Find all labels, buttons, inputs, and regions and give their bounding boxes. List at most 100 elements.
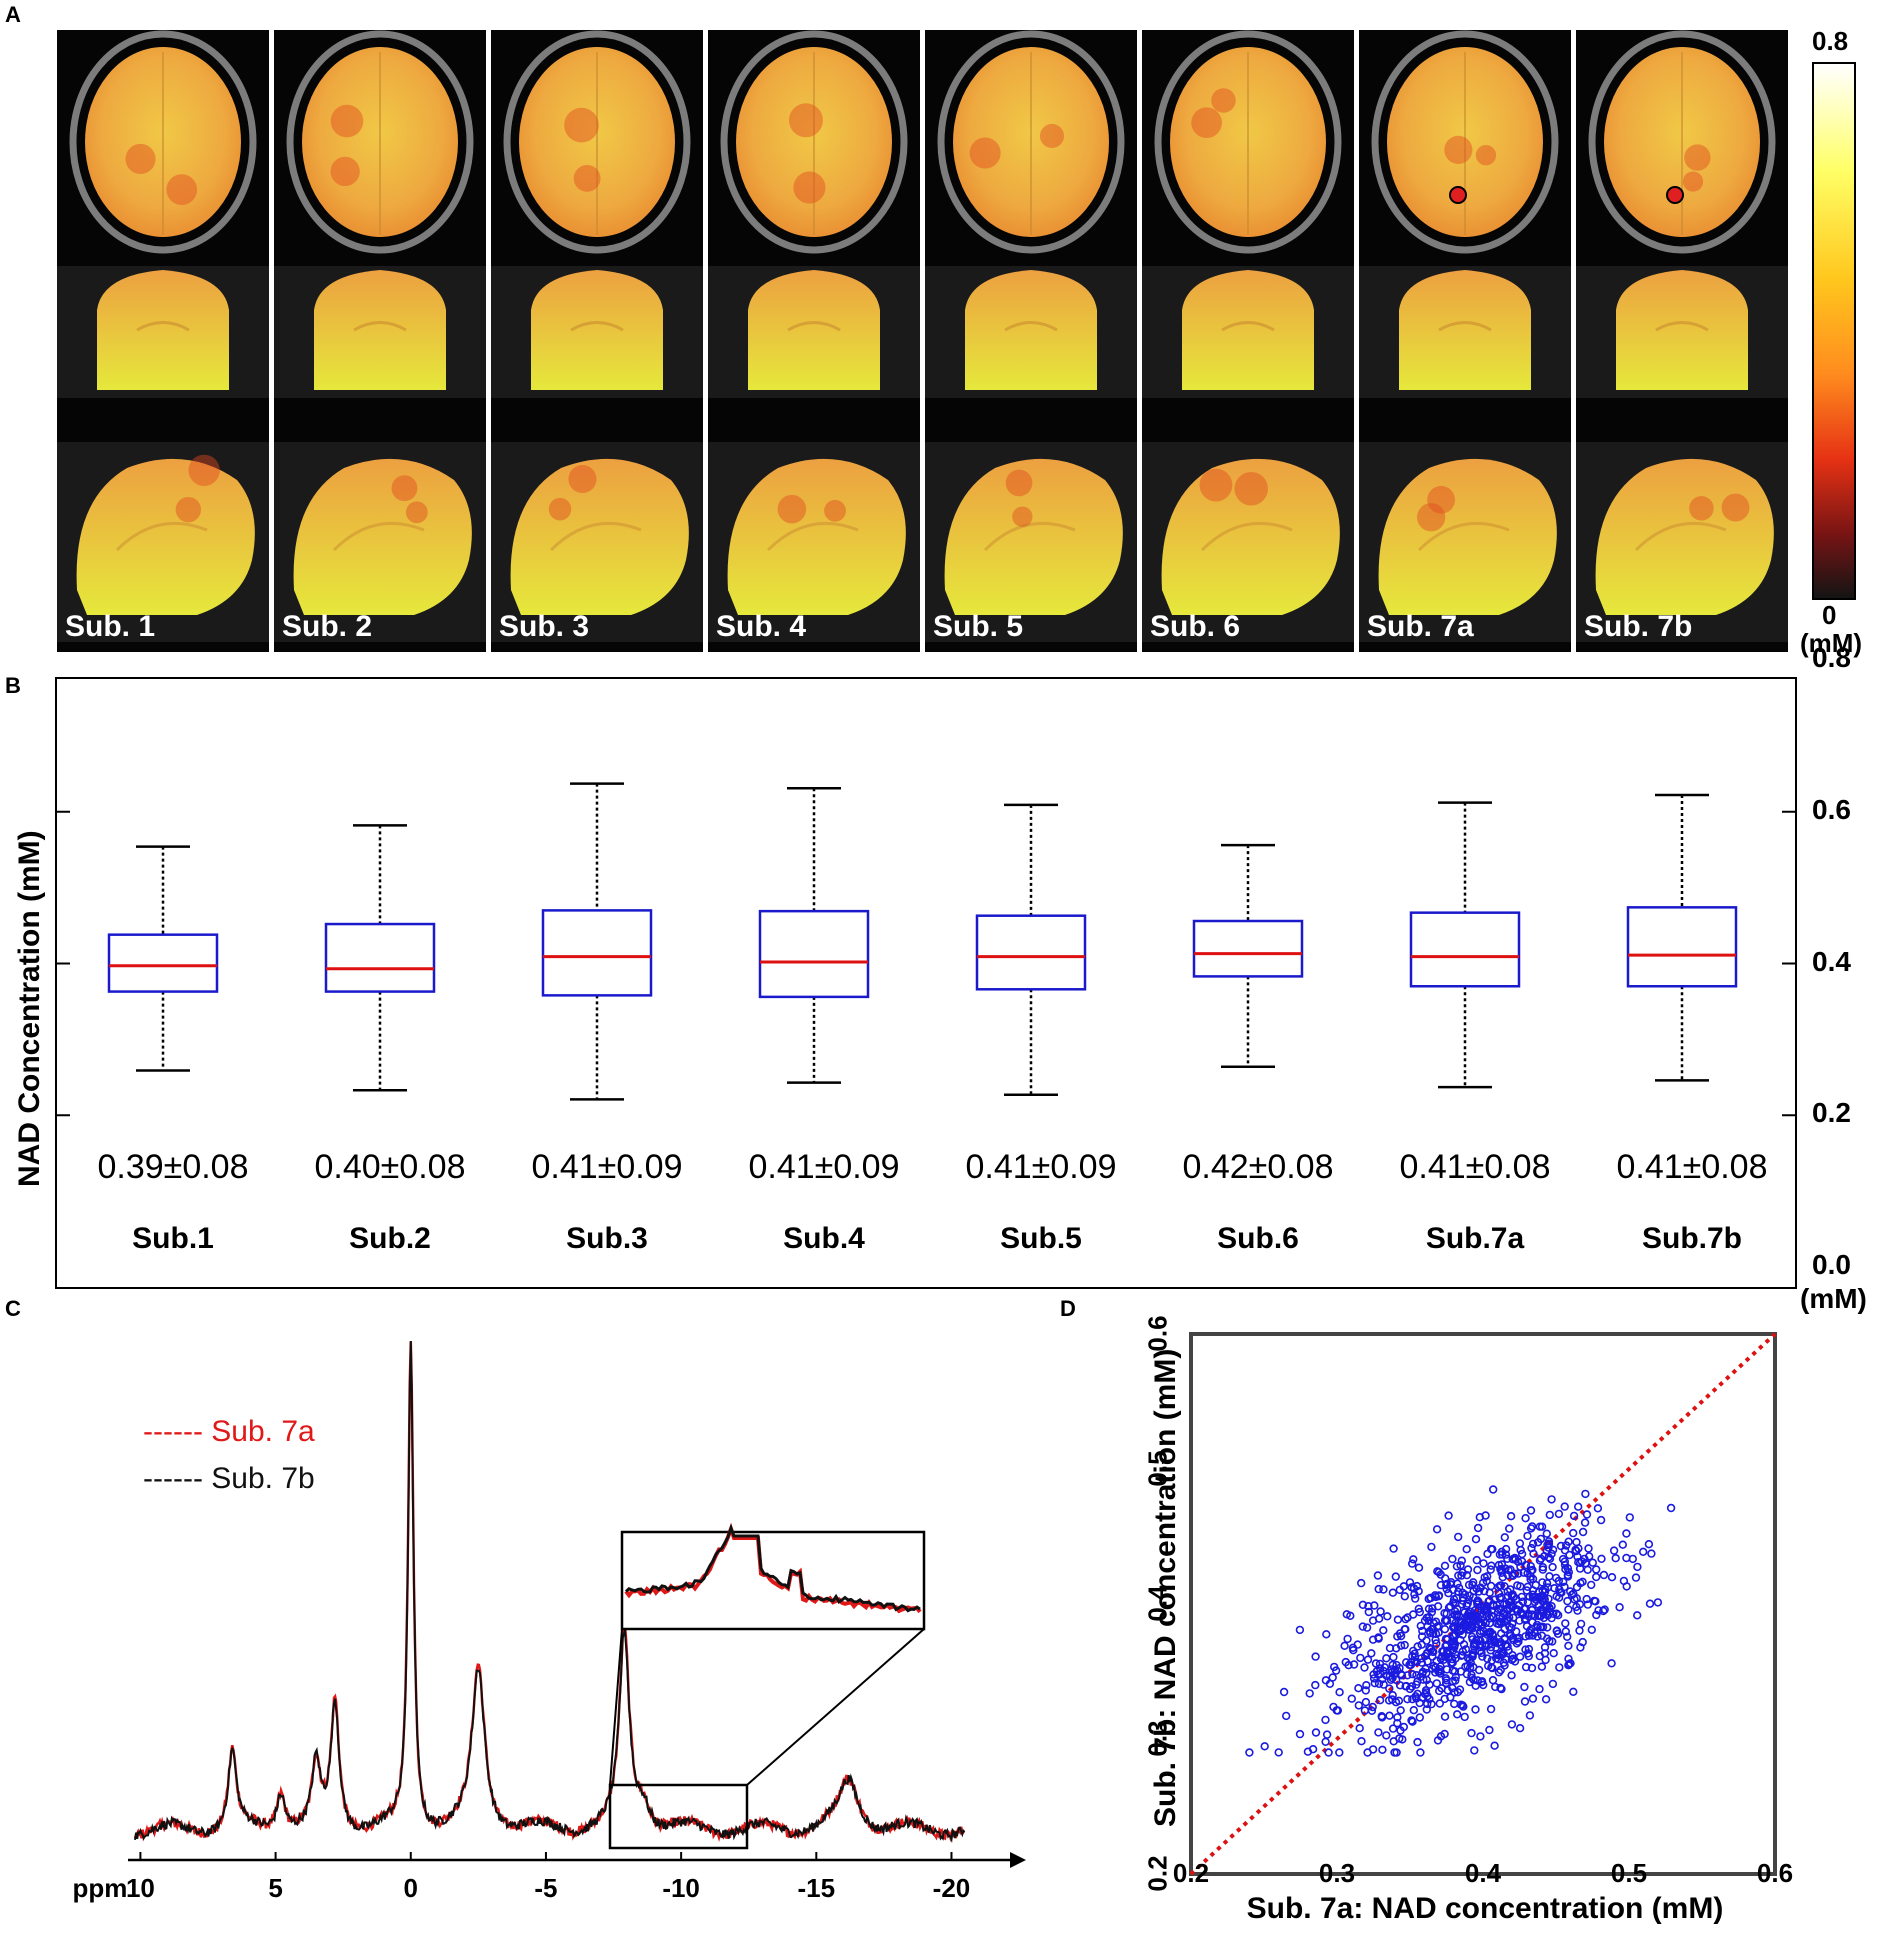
scatter-point <box>1477 1620 1487 1629</box>
scatter-point <box>1554 1509 1564 1519</box>
scatter-point <box>1529 1593 1538 1602</box>
scatter-point <box>1444 1603 1454 1612</box>
scatter-point <box>1388 1724 1398 1733</box>
scatter-point <box>1443 1648 1453 1657</box>
skull-outline <box>69 30 257 254</box>
sagittal-slice <box>510 458 689 615</box>
scatter-point <box>1536 1534 1546 1544</box>
scatter-point <box>1413 1737 1422 1747</box>
scatter-point <box>1460 1712 1469 1722</box>
voxel-marker <box>1449 186 1467 204</box>
scatter-point <box>1547 1549 1556 1559</box>
scatter-point <box>1653 1598 1663 1607</box>
scatter-point <box>1402 1658 1411 1667</box>
scatter-point <box>1544 1539 1554 1548</box>
legend-label-sub7b: Sub. 7b <box>211 1462 315 1495</box>
category-label: Sub.2 <box>349 1222 431 1255</box>
scatter-point <box>1485 1725 1494 1735</box>
scatter-point <box>1400 1592 1410 1601</box>
subject-label: Sub. 5 <box>933 610 1024 643</box>
stat-label: 0.41±0.09 <box>965 1148 1117 1186</box>
scatter-point <box>1527 1663 1537 1673</box>
scatter-point <box>1553 1629 1563 1638</box>
mri-tile: Sub. 7b <box>1576 30 1788 652</box>
subject-label: Sub. 7b <box>1584 610 1693 643</box>
scatter-point <box>1473 1565 1482 1575</box>
scatter-point <box>1436 1580 1446 1590</box>
subject-label: Sub. 1 <box>65 610 156 643</box>
scatter-point <box>1373 1571 1383 1580</box>
coronal-slice <box>314 270 446 390</box>
scatter-point <box>1528 1618 1537 1627</box>
scatter-point <box>1558 1554 1568 1564</box>
hot-spot <box>1039 123 1064 148</box>
scatter-point <box>1607 1573 1617 1582</box>
scatter-point <box>1633 1611 1642 1620</box>
scatter-point <box>1472 1636 1481 1645</box>
scatter-point <box>1416 1748 1425 1757</box>
scatter-point <box>1424 1604 1434 1613</box>
scatter-point <box>1456 1561 1465 1570</box>
scatter-point <box>1516 1562 1525 1571</box>
hot-spot <box>1427 485 1456 514</box>
scatter-point <box>1415 1713 1425 1722</box>
iqr-box <box>1192 919 1304 978</box>
scatter-point <box>1581 1489 1590 1499</box>
scatter-point <box>1486 1704 1496 1714</box>
scatter-point <box>1409 1555 1418 1564</box>
scatter-point <box>1281 1711 1291 1721</box>
scatter-point <box>1554 1576 1563 1586</box>
scatter-point <box>1416 1621 1426 1631</box>
scatter-point <box>1435 1686 1444 1696</box>
category-label: Sub.3 <box>566 1222 648 1255</box>
iqr-box <box>1409 911 1521 988</box>
scatter-point <box>1458 1647 1467 1656</box>
spectrum-x-tick-label: -5 <box>534 1873 558 1903</box>
scatter-point <box>1403 1695 1412 1704</box>
scatter-point <box>1611 1554 1620 1563</box>
scatter-point <box>1471 1535 1481 1544</box>
coronal-slice <box>748 270 880 390</box>
scatter-point <box>1393 1719 1402 1728</box>
scatter-point <box>1535 1684 1544 1694</box>
category-label: Sub.6 <box>1217 1222 1299 1255</box>
scatter-point <box>1423 1692 1432 1701</box>
scatter-point <box>1481 1511 1490 1520</box>
scatter-point <box>1364 1607 1374 1617</box>
iqr-box <box>975 914 1087 991</box>
scatter-point <box>1483 1572 1492 1581</box>
mri-tile: Sub. 1 <box>57 30 269 652</box>
scatter-point <box>1427 1542 1436 1552</box>
scatter-point <box>1476 1732 1485 1741</box>
spectrum-x-tick-label: -10 <box>662 1873 700 1903</box>
scatter-point <box>1305 1689 1314 1698</box>
hot-spot <box>188 454 220 487</box>
scatter-point <box>1575 1600 1585 1609</box>
subject-label: Sub. 3 <box>499 610 590 643</box>
scatter-point <box>1467 1673 1476 1682</box>
scatter-point <box>1569 1511 1579 1521</box>
scatter-point <box>1468 1616 1478 1626</box>
scatter-point <box>1545 1603 1554 1612</box>
scatter-point <box>1378 1745 1387 1754</box>
scatter-point <box>1391 1698 1401 1707</box>
scatter-point <box>1486 1643 1496 1652</box>
panel-b-letter: B <box>5 673 21 698</box>
scatter-point <box>1535 1651 1544 1661</box>
scatter-point <box>1570 1595 1579 1604</box>
iqr-box <box>107 933 219 993</box>
scatter-point <box>1509 1613 1518 1622</box>
scatter-point <box>1647 1549 1656 1558</box>
scatter-point <box>1349 1646 1358 1655</box>
scatter-point <box>1561 1619 1570 1628</box>
brain-slices <box>274 30 486 642</box>
scatter-point <box>1639 1547 1648 1557</box>
stat-label: 0.42±0.08 <box>1182 1148 1334 1186</box>
scatter-point <box>1471 1639 1481 1648</box>
scatter-point <box>1526 1562 1535 1571</box>
scatter-point <box>1444 1589 1453 1598</box>
brain-slices <box>925 30 1137 642</box>
scatter-point <box>1563 1570 1573 1580</box>
scatter-point <box>1505 1622 1514 1631</box>
scatter-point <box>1507 1655 1517 1665</box>
